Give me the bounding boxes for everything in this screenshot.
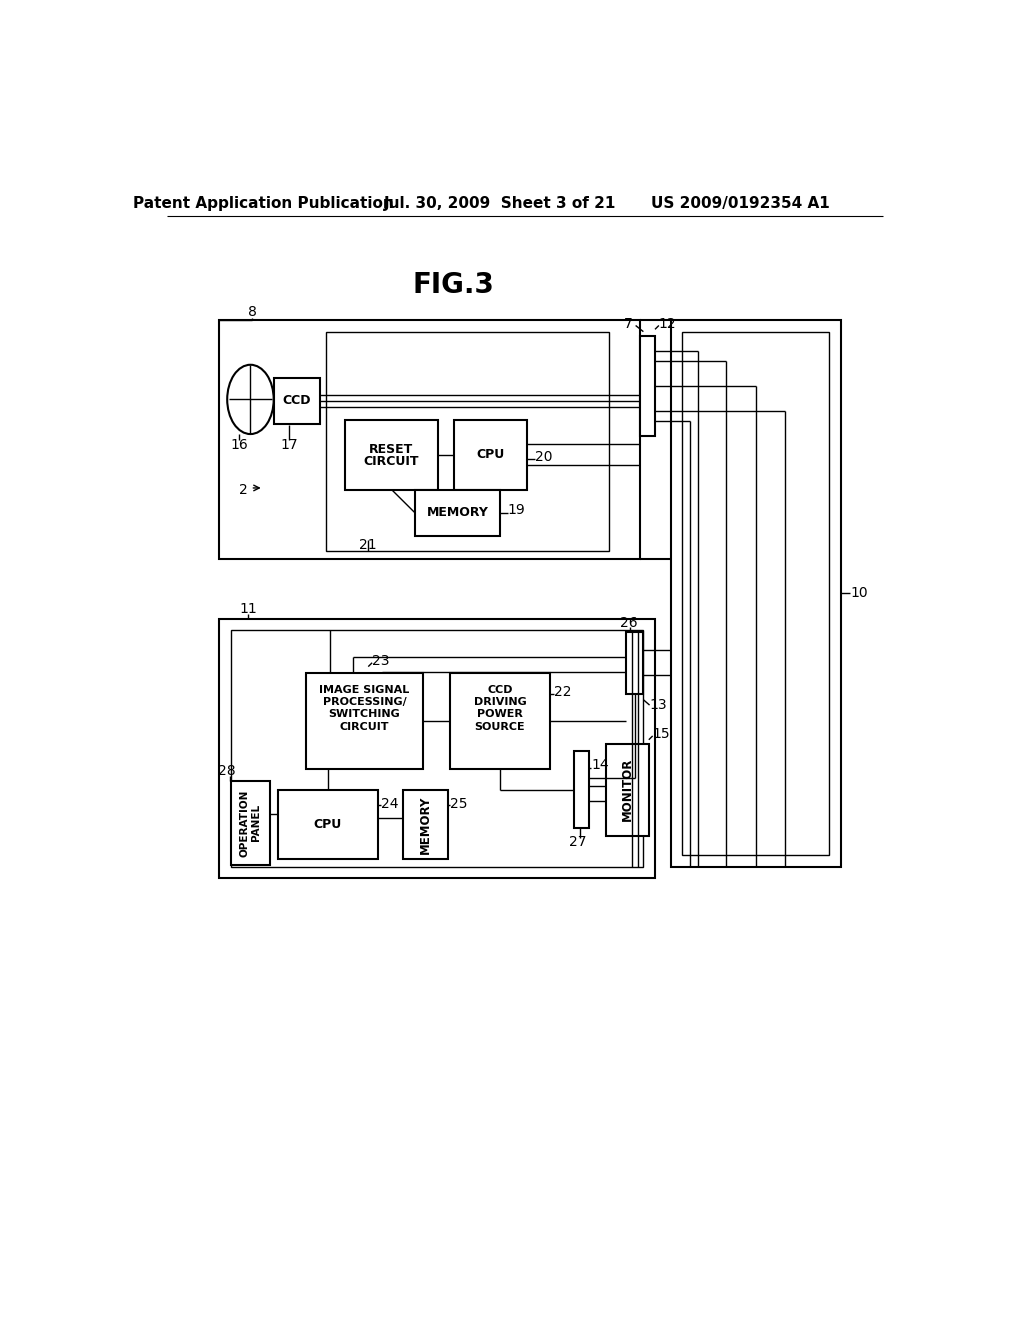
Bar <box>306 673 423 770</box>
Text: Jul. 30, 2009  Sheet 3 of 21: Jul. 30, 2009 Sheet 3 of 21 <box>384 195 616 211</box>
Text: CIRCUIT: CIRCUIT <box>364 455 419 469</box>
Text: 21: 21 <box>359 539 377 552</box>
Text: PROCESSING/: PROCESSING/ <box>323 697 407 708</box>
Text: RESET: RESET <box>370 444 414 455</box>
Text: 25: 25 <box>451 797 468 810</box>
Bar <box>219 321 640 558</box>
Ellipse shape <box>227 364 273 434</box>
Text: DRIVING: DRIVING <box>474 697 526 708</box>
Bar <box>671 321 841 867</box>
Bar <box>403 789 449 859</box>
Bar <box>627 632 643 693</box>
Bar <box>450 673 550 770</box>
Text: 10: 10 <box>850 586 868 601</box>
Text: 14: 14 <box>592 758 609 772</box>
Text: 23: 23 <box>372 655 389 668</box>
Text: 24: 24 <box>381 797 398 810</box>
Text: Patent Application Publication: Patent Application Publication <box>133 195 394 211</box>
Text: 13: 13 <box>649 698 668 711</box>
Text: CIRCUIT: CIRCUIT <box>340 722 389 731</box>
Bar <box>273 378 321 424</box>
Text: 26: 26 <box>620 615 638 630</box>
Text: 2: 2 <box>240 483 248 496</box>
Text: 7: 7 <box>624 317 632 331</box>
Text: POWER: POWER <box>477 709 523 719</box>
Text: 19: 19 <box>508 503 525 516</box>
Text: SWITCHING: SWITCHING <box>329 709 400 719</box>
Text: 11: 11 <box>240 602 257 616</box>
Bar <box>231 780 270 866</box>
Text: 8: 8 <box>248 305 256 319</box>
Bar <box>606 743 649 836</box>
Text: 20: 20 <box>535 450 552 465</box>
Bar <box>231 631 643 867</box>
Bar <box>573 751 589 829</box>
Text: US 2009/0192354 A1: US 2009/0192354 A1 <box>651 195 829 211</box>
Bar <box>640 335 655 436</box>
Text: 28: 28 <box>218 764 236 779</box>
Text: MEMORY: MEMORY <box>419 795 432 854</box>
Text: 22: 22 <box>554 685 571 700</box>
Bar <box>278 789 378 859</box>
Text: MEMORY: MEMORY <box>426 506 488 519</box>
Text: 16: 16 <box>230 438 248 451</box>
Text: 17: 17 <box>281 438 298 451</box>
Text: OPERATION
PANEL: OPERATION PANEL <box>240 789 261 857</box>
Text: SOURCE: SOURCE <box>475 722 525 731</box>
Bar <box>326 331 608 552</box>
Text: CCD: CCD <box>487 685 513 694</box>
Bar <box>454 420 527 490</box>
Text: CCD: CCD <box>283 395 311 408</box>
Bar <box>219 619 655 878</box>
Bar <box>415 490 500 536</box>
Text: FIG.3: FIG.3 <box>413 272 495 300</box>
Text: 15: 15 <box>652 727 671 742</box>
Bar <box>345 420 438 490</box>
Text: 12: 12 <box>658 317 677 331</box>
Text: 27: 27 <box>568 836 587 849</box>
Text: MONITOR: MONITOR <box>621 758 634 821</box>
Text: CPU: CPU <box>476 449 505 462</box>
Text: CPU: CPU <box>313 818 342 832</box>
Bar <box>682 331 829 855</box>
Text: IMAGE SIGNAL: IMAGE SIGNAL <box>319 685 410 694</box>
